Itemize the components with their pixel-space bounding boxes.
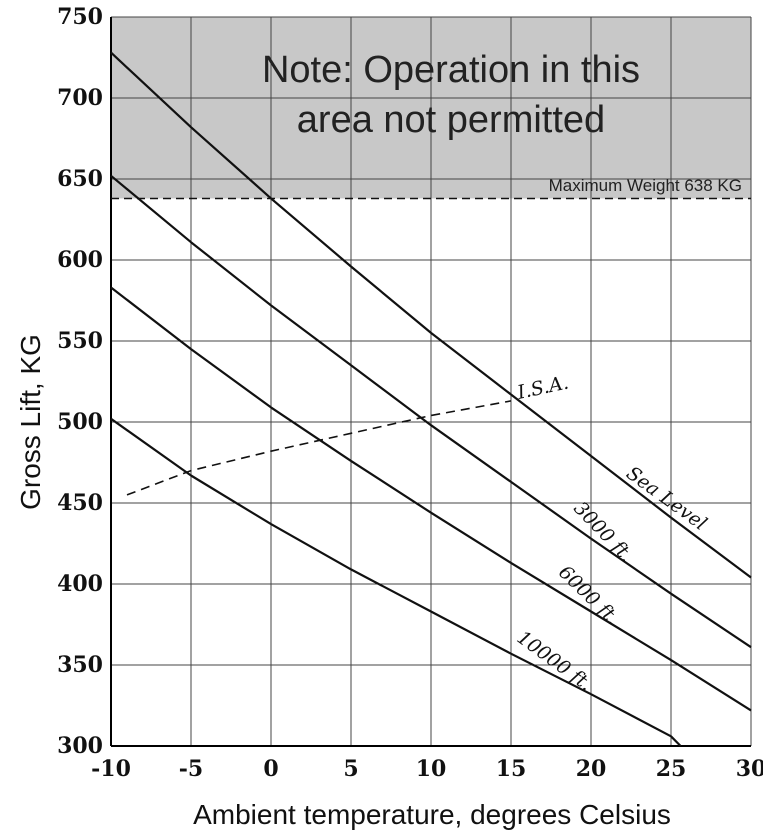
y-tick-label: 750 (57, 4, 103, 30)
x-tick-label: -5 (179, 756, 203, 782)
x-tick-label: 10 (416, 756, 447, 782)
x-tick-label: 25 (656, 756, 687, 782)
isa-label: I.S.A. (514, 372, 570, 404)
x-axis-title: Ambient temperature, degrees Celsius (193, 799, 671, 830)
series-label: Sea Level (622, 462, 711, 535)
x-tick-label: 20 (576, 756, 607, 782)
y-axis-title: Gross Lift, KG (15, 334, 46, 510)
y-tick-label: 300 (57, 733, 103, 759)
series-label: 3000 ft. (569, 497, 637, 566)
y-tick-label: 450 (57, 490, 103, 516)
restricted-note-line1: Note: Operation in this (262, 49, 640, 91)
max-weight-label: Maximum Weight 638 KG (549, 176, 742, 195)
y-tick-label: 700 (57, 85, 103, 111)
isa-line (126, 400, 512, 496)
y-tick-label: 650 (57, 166, 103, 192)
y-tick-label: 350 (57, 652, 103, 678)
series-line (110, 417, 682, 747)
x-tick-label: -10 (91, 756, 131, 782)
series-line (110, 51, 752, 579)
series-line (110, 174, 752, 649)
x-tick-label: 5 (343, 756, 358, 782)
y-tick-label: 600 (57, 247, 103, 273)
x-tick-label: 0 (263, 756, 278, 782)
series-line (110, 286, 752, 712)
y-tick-label: 500 (57, 409, 103, 435)
x-tick-label: 30 (736, 756, 763, 782)
restricted-note-line2: area not permitted (297, 99, 605, 141)
y-tick-label: 550 (57, 328, 103, 354)
grid-layer (110, 16, 752, 747)
x-tick-label: 15 (496, 756, 527, 782)
curve-layer (110, 51, 752, 747)
y-tick-label: 400 (57, 571, 103, 597)
